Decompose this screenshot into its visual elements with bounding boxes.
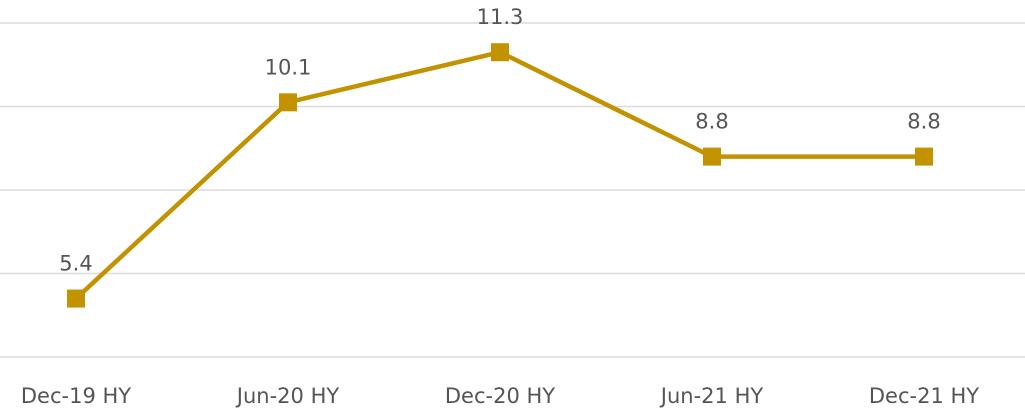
point-marker	[67, 289, 85, 308]
x-tick-label: Dec-19 HY	[21, 384, 131, 408]
series-line	[74, 49, 924, 301]
data-label: 8.8	[695, 110, 728, 134]
x-tick-label: Dec-20 HY	[445, 384, 555, 408]
point-marker	[279, 93, 297, 112]
data-label: 10.1	[265, 55, 312, 79]
x-tick-label: Jun-21 HY	[659, 384, 764, 408]
point-marker	[915, 147, 933, 166]
x-tick-label: Jun-20 HY	[235, 384, 340, 408]
point-marker	[703, 147, 721, 166]
data-label: 8.8	[907, 110, 940, 134]
x-tick-label: Dec-21 HY	[869, 384, 979, 408]
data-label: 11.3	[477, 5, 524, 29]
data-label: 5.4	[59, 252, 92, 276]
point-marker	[491, 43, 509, 62]
